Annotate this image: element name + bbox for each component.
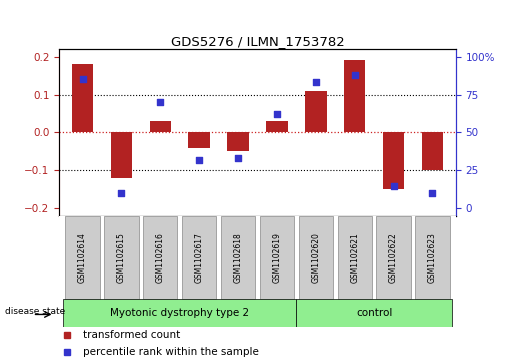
Text: GSM1102614: GSM1102614 [78,232,87,283]
Point [195,157,203,163]
Bar [65,216,100,299]
Bar [376,216,410,299]
Bar [422,132,443,171]
Point [156,99,164,105]
Bar [221,216,255,299]
Bar [338,216,372,299]
Bar [227,132,249,151]
Text: GSM1102620: GSM1102620 [311,232,320,283]
Bar [296,299,452,327]
Text: transformed count: transformed count [83,330,180,340]
Text: control: control [356,308,392,318]
Bar [188,132,210,148]
Point [351,72,359,78]
Point [117,190,126,196]
Text: GSM1102623: GSM1102623 [428,232,437,283]
Text: GSM1102622: GSM1102622 [389,232,398,283]
Bar [299,216,333,299]
Text: GSM1102621: GSM1102621 [350,232,359,283]
Title: GDS5276 / ILMN_1753782: GDS5276 / ILMN_1753782 [170,35,345,48]
Bar [305,91,327,132]
Bar [72,64,93,132]
Bar [344,60,365,132]
Bar [150,121,171,132]
Point [234,155,242,161]
Text: GSM1102615: GSM1102615 [117,232,126,283]
Point [389,183,398,188]
Text: Myotonic dystrophy type 2: Myotonic dystrophy type 2 [110,308,249,318]
Bar [63,299,296,327]
Bar [415,216,450,299]
Point [312,79,320,85]
Text: GSM1102616: GSM1102616 [156,232,165,283]
Bar [383,132,404,189]
Bar [182,216,216,299]
Bar [105,216,139,299]
Point [428,190,437,196]
Bar [266,121,288,132]
Point [273,111,281,117]
Bar [260,216,294,299]
Bar [143,216,177,299]
Text: GSM1102618: GSM1102618 [234,232,243,283]
Point [78,77,87,82]
Text: percentile rank within the sample: percentile rank within the sample [83,347,259,357]
Text: GSM1102619: GSM1102619 [272,232,281,283]
Text: disease state: disease state [5,307,65,316]
Text: GSM1102617: GSM1102617 [195,232,204,283]
Bar [111,132,132,178]
